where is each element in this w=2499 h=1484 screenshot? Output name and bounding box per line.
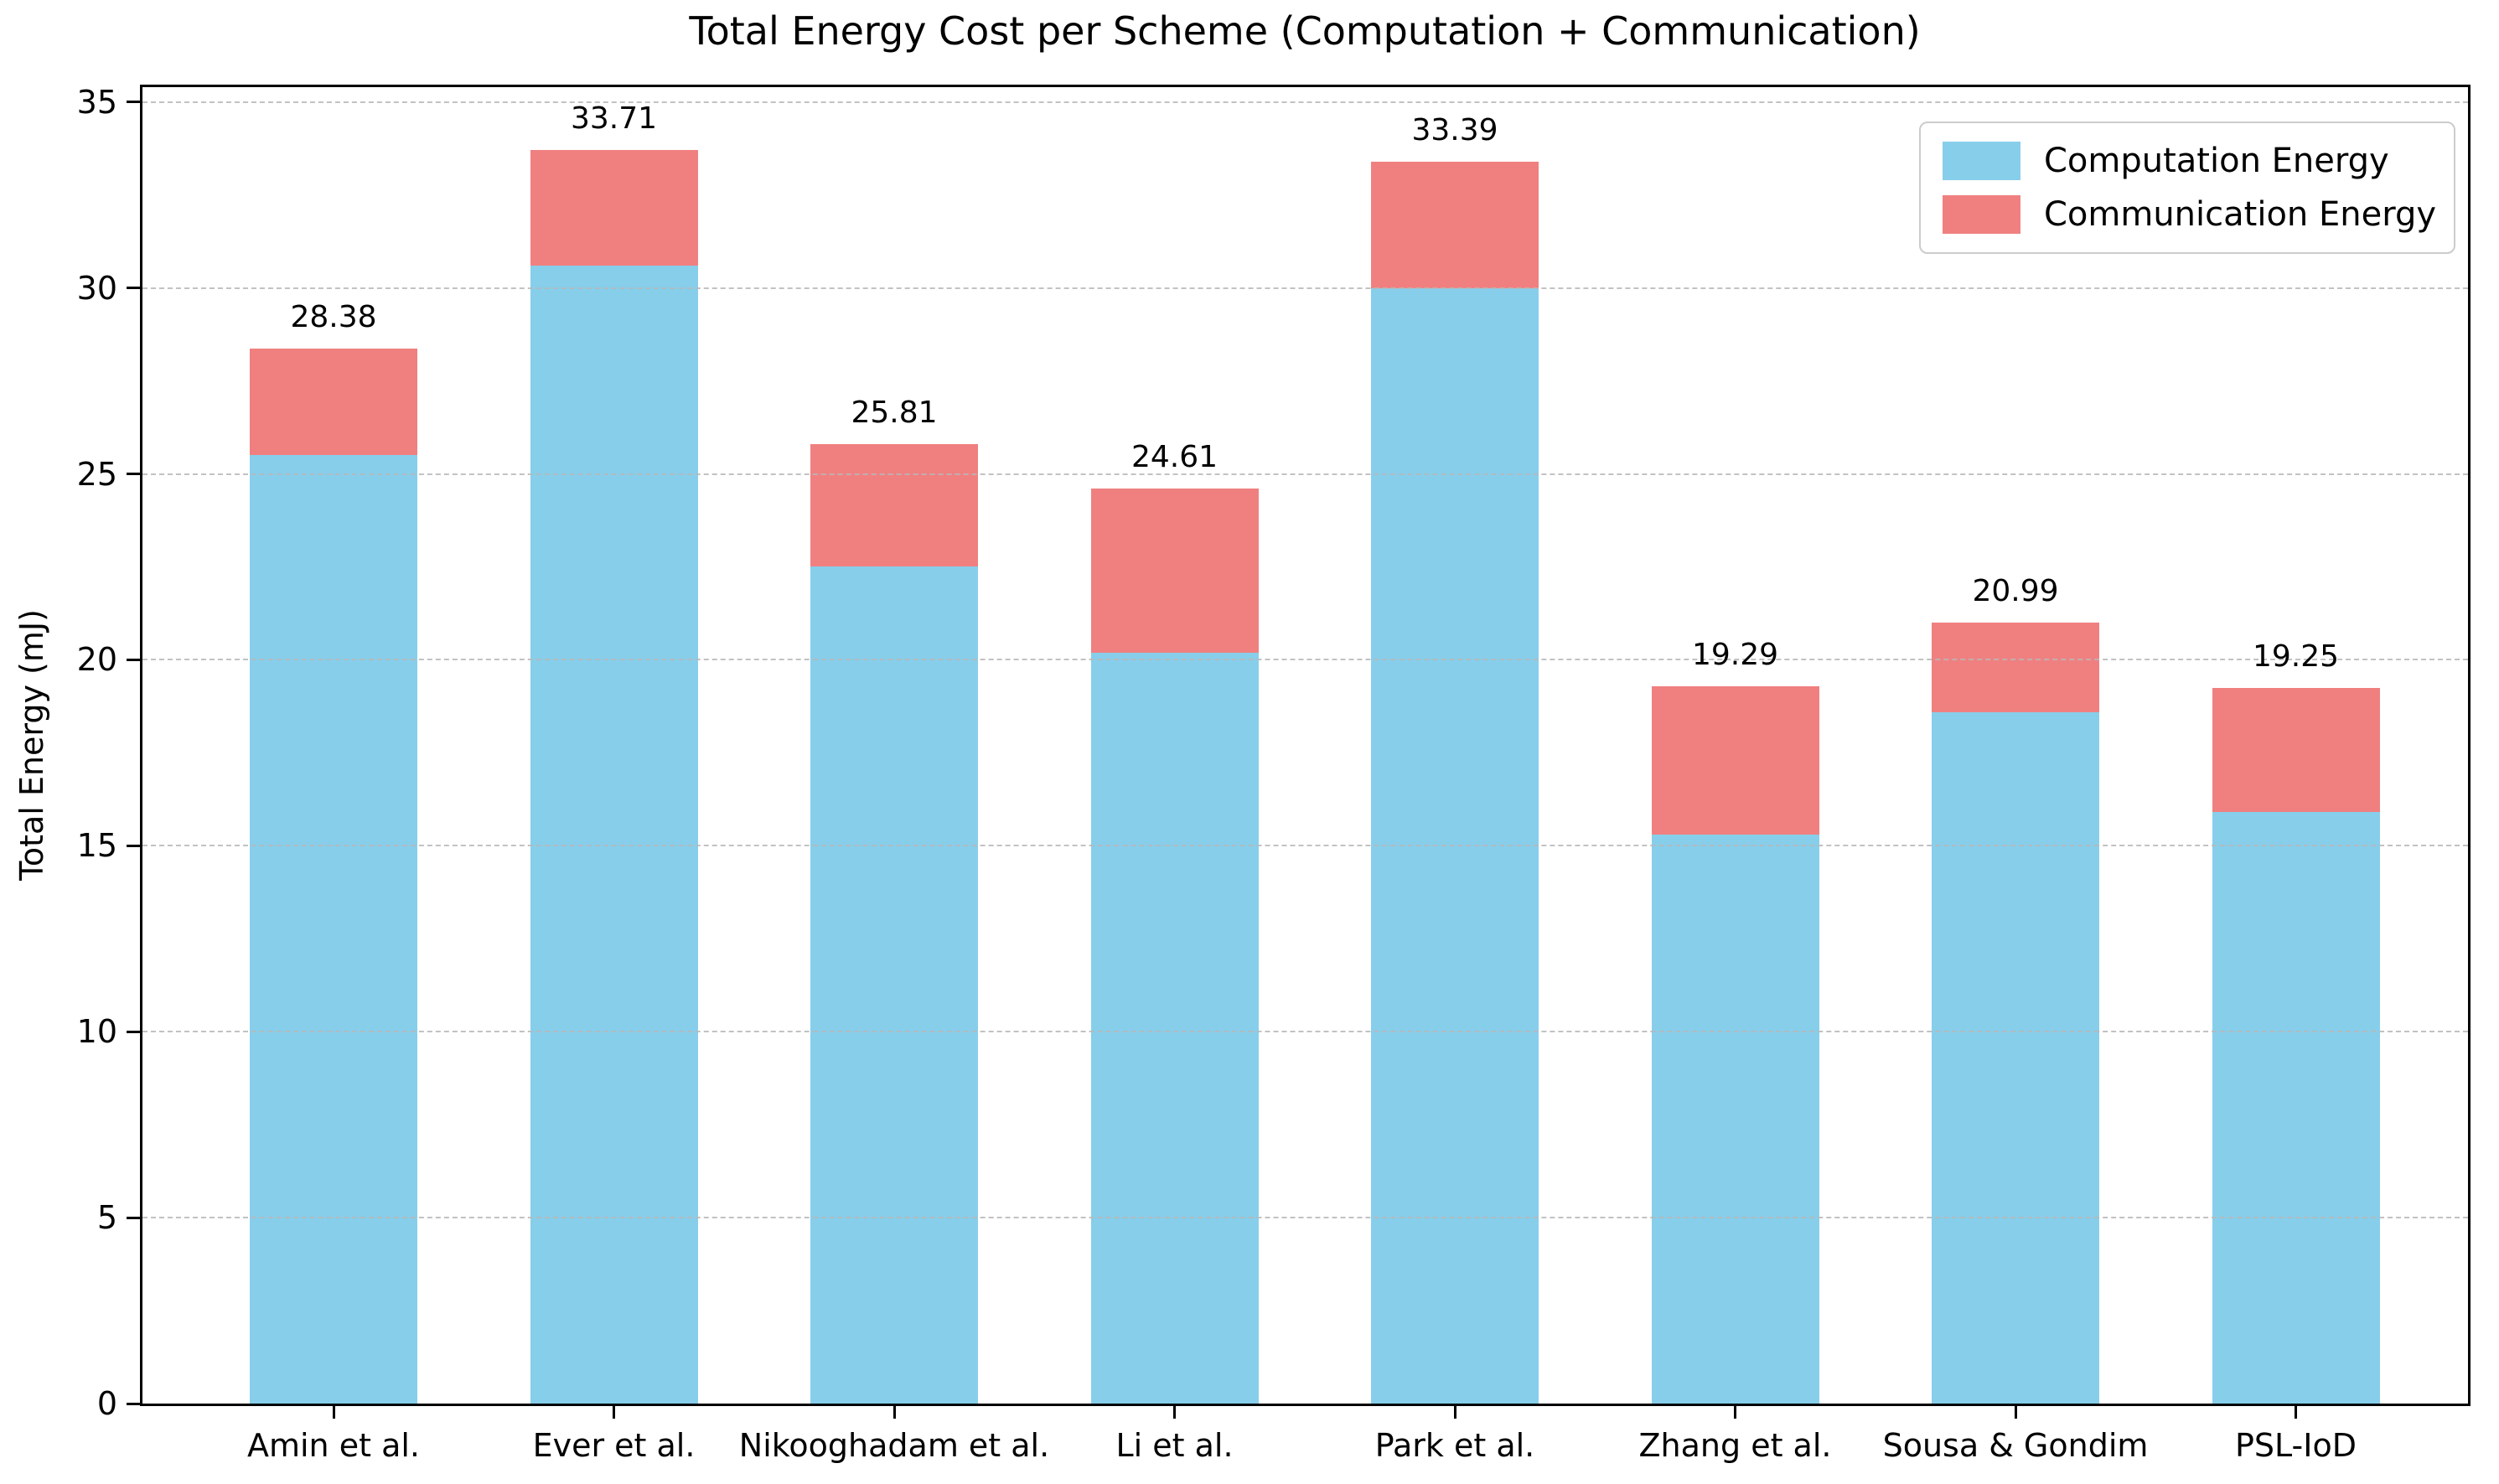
bar-segment-communication-7 (1932, 623, 2099, 712)
chart-title: Total Energy Cost per Scheme (Computatio… (689, 8, 1921, 54)
bar-segment-communication-5 (1371, 162, 1539, 288)
y-tick-mark (127, 1216, 140, 1219)
bar-segment-computation-7 (1932, 711, 2099, 1404)
legend: Computation Energy Communication Energy (1919, 122, 2455, 254)
bar-segment-communication-2 (530, 149, 698, 266)
bar-total-label-8: 19.25 (2252, 639, 2340, 674)
x-tick-label-1: Amin et al. (246, 1427, 421, 1464)
y-axis-title: Total Energy (mJ) (13, 609, 50, 881)
x-tick-mark (892, 1406, 896, 1419)
y-tick-mark (127, 844, 140, 847)
y-tick-mark (127, 1030, 140, 1033)
gridline-y-35 (142, 101, 2468, 103)
x-tick-label-7: Sousa & Gondim (1882, 1427, 2149, 1464)
x-tick-label-8: PSL-IoD (2235, 1427, 2357, 1464)
bar-total-label-6: 19.29 (1691, 637, 1779, 672)
y-tick-label-5: 5 (96, 1199, 117, 1237)
x-tick-mark (1734, 1406, 1736, 1419)
y-tick-mark (127, 101, 140, 104)
bar-segment-computation-8 (2212, 812, 2380, 1404)
y-tick-mark (127, 658, 140, 661)
y-tick-label-20: 20 (76, 641, 117, 679)
x-tick-mark (1453, 1406, 1456, 1419)
plot-area (140, 85, 2471, 1406)
bar-segment-computation-3 (810, 566, 978, 1404)
gridline-y-5 (142, 1217, 2468, 1219)
gridline-y-20 (142, 659, 2468, 661)
gridline-y-30 (142, 287, 2468, 289)
bar-segment-computation-1 (250, 455, 417, 1404)
y-tick-label-0: 0 (96, 1385, 117, 1422)
legend-label-computation: Computation Energy (2044, 142, 2389, 180)
y-tick-mark (127, 473, 140, 476)
gridline-y-15 (142, 845, 2468, 847)
bar-total-label-4: 24.61 (1130, 439, 1218, 474)
y-tick-mark (127, 287, 140, 290)
x-tick-label-5: Park et al. (1374, 1427, 1535, 1464)
x-tick-label-6: Zhang et al. (1638, 1427, 1832, 1464)
communication-energy-swatch (1943, 195, 2020, 234)
y-tick-label-30: 30 (76, 269, 117, 307)
bar-segment-communication-6 (1651, 685, 1819, 835)
bar-total-label-2: 33.71 (570, 101, 658, 136)
bar-segment-communication-4 (1090, 488, 1259, 653)
x-tick-label-3: Nikooghadam et al. (738, 1427, 1050, 1464)
gridline-y-10 (142, 1031, 2468, 1033)
y-tick-label-25: 25 (76, 455, 117, 493)
x-tick-mark (2014, 1406, 2017, 1419)
x-tick-label-4: Li et al. (1115, 1427, 1234, 1464)
bar-segment-communication-1 (250, 348, 417, 456)
y-tick-mark (127, 1402, 140, 1405)
x-tick-mark (2295, 1406, 2297, 1419)
gridline-y-25 (142, 473, 2468, 475)
bar-segment-computation-2 (530, 266, 698, 1404)
x-tick-label-2: Ever et al. (532, 1427, 696, 1464)
legend-item-computation: Computation Energy (1943, 142, 2432, 180)
computation-energy-swatch (1943, 142, 2020, 180)
x-tick-mark (332, 1406, 335, 1419)
bar-total-label-7: 20.99 (1972, 574, 2059, 609)
bar-total-label-1: 28.38 (290, 299, 377, 334)
legend-label-communication: Communication Energy (2044, 195, 2437, 234)
y-tick-label-10: 10 (76, 1013, 117, 1051)
x-tick-mark (613, 1406, 615, 1419)
bar-total-label-5: 33.39 (1411, 113, 1498, 148)
y-tick-label-35: 35 (76, 83, 117, 121)
legend-item-communication: Communication Energy (1943, 195, 2436, 234)
bar-segment-communication-8 (2212, 687, 2380, 813)
bar-segment-computation-4 (1090, 652, 1259, 1404)
x-tick-mark (1173, 1406, 1176, 1419)
y-tick-label-15: 15 (76, 827, 117, 865)
bar-segment-computation-6 (1651, 835, 1819, 1404)
bar-total-label-3: 25.81 (851, 395, 938, 430)
bar-segment-communication-3 (810, 443, 978, 567)
